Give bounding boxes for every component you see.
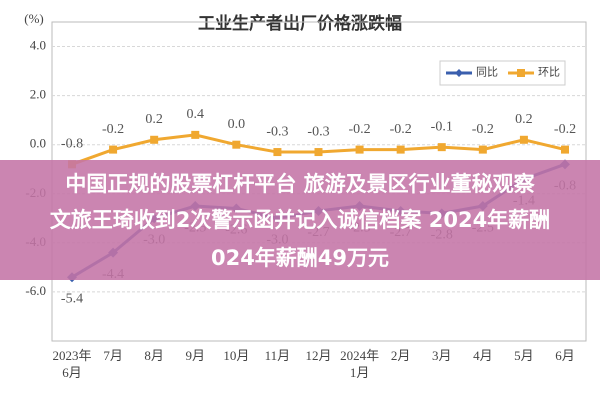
point-marker bbox=[478, 145, 487, 154]
point-marker bbox=[561, 145, 569, 154]
data-label: -0.1 bbox=[431, 119, 453, 134]
data-label: -0.2 bbox=[102, 122, 124, 137]
data-label: -0.2 bbox=[554, 122, 576, 137]
data-label: -0.8 bbox=[61, 137, 83, 152]
data-label: -5.4 bbox=[61, 291, 83, 306]
point-marker bbox=[191, 130, 200, 139]
overlay-banner: 中国正规的股票杠杆平台 旅游及景区行业董秘观察 文旅王琦收到2次警示函并记入诚信… bbox=[0, 160, 600, 280]
chart-title: 工业生产者出厂价格涨跌幅 bbox=[198, 13, 402, 34]
x-tick-label: 9月 bbox=[185, 348, 205, 363]
point-marker bbox=[273, 148, 282, 157]
x-tick-label: 2月 bbox=[390, 348, 411, 363]
x-tick-label: 3月 bbox=[431, 348, 452, 363]
x-tick-label: 4月 bbox=[473, 348, 493, 363]
y-tick-label: 2.0 bbox=[30, 87, 46, 102]
data-label: -0.2 bbox=[472, 122, 494, 137]
legend-marker bbox=[455, 69, 463, 77]
data-label: 0.2 bbox=[145, 112, 163, 127]
legend-label: 同比 bbox=[476, 66, 498, 79]
x-tick-label: 5月 bbox=[514, 348, 534, 363]
overlay-line: 文旅王琦收到2次警示函并记入诚信档案 2024年薪酬 bbox=[49, 208, 551, 232]
x-tick-label: 10月 bbox=[223, 348, 250, 363]
data-label: 0.0 bbox=[228, 117, 246, 132]
point-marker bbox=[355, 145, 364, 154]
overlay-line: 024年薪酬49万元 bbox=[210, 246, 390, 270]
point-marker bbox=[519, 135, 528, 144]
data-label: -0.3 bbox=[307, 124, 329, 139]
x-tick-label: 2023年 6月 bbox=[52, 348, 92, 380]
x-tick-label: 8月 bbox=[144, 348, 164, 363]
point-marker bbox=[437, 143, 446, 152]
x-tick-label: 11月 bbox=[264, 348, 291, 363]
x-tick-label: 2024年 1月 bbox=[340, 348, 380, 380]
legend-label: 环比 bbox=[538, 66, 560, 79]
y-tick-label: -6.0 bbox=[25, 283, 46, 298]
x-tick-label: 6月 bbox=[555, 348, 575, 363]
data-label: 0.2 bbox=[515, 112, 533, 127]
y-tick-label: 4.0 bbox=[30, 38, 46, 53]
data-label: -0.3 bbox=[266, 124, 288, 139]
point-marker bbox=[396, 145, 405, 154]
x-tick-label: 12月 bbox=[305, 348, 332, 363]
data-label: -0.2 bbox=[390, 122, 412, 137]
y-tick-label: 0.0 bbox=[30, 136, 46, 151]
data-label: 0.4 bbox=[187, 107, 205, 122]
point-marker bbox=[150, 135, 159, 144]
legend-marker bbox=[517, 69, 525, 77]
point-marker bbox=[232, 140, 241, 149]
x-tick-label: 7月 bbox=[103, 348, 123, 363]
y-unit: (%) bbox=[24, 11, 44, 26]
point-marker bbox=[109, 145, 118, 154]
point-marker bbox=[314, 148, 323, 157]
overlay-line: 中国正规的股票杠杆平台 旅游及景区行业董秘观察 bbox=[65, 172, 535, 196]
data-label: -0.2 bbox=[348, 122, 370, 137]
